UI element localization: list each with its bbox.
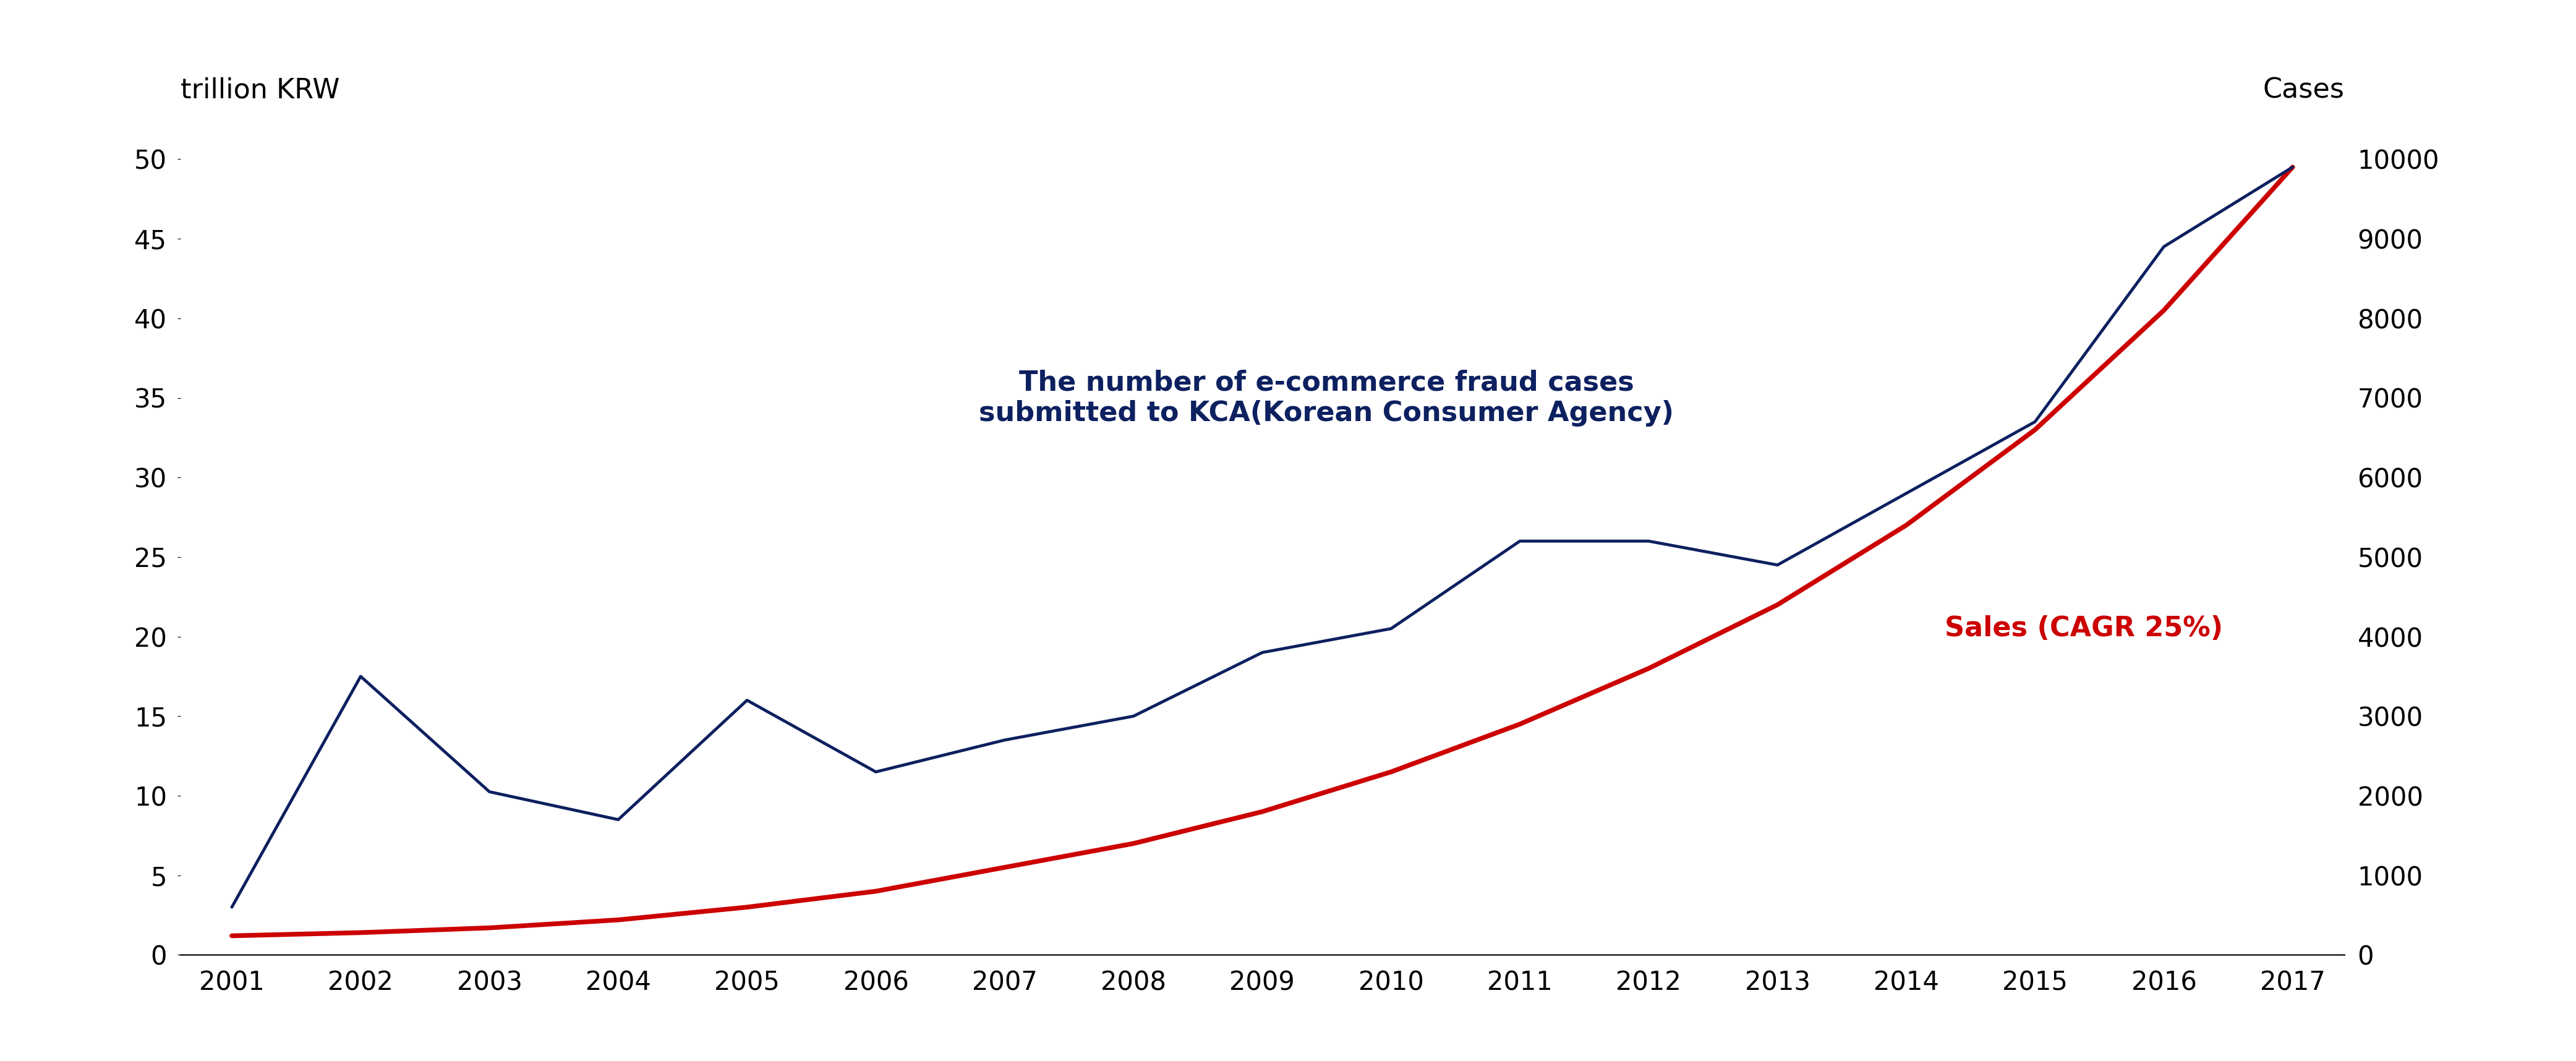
Text: The number of e-commerce fraud cases
submitted to KCA(Korean Consumer Agency): The number of e-commerce fraud cases sub… (979, 369, 1674, 427)
Text: trillion KRW: trillion KRW (180, 76, 340, 103)
Text: Cases: Cases (2262, 76, 2344, 103)
Text: Sales (CAGR 25%): Sales (CAGR 25%) (1945, 615, 2223, 642)
